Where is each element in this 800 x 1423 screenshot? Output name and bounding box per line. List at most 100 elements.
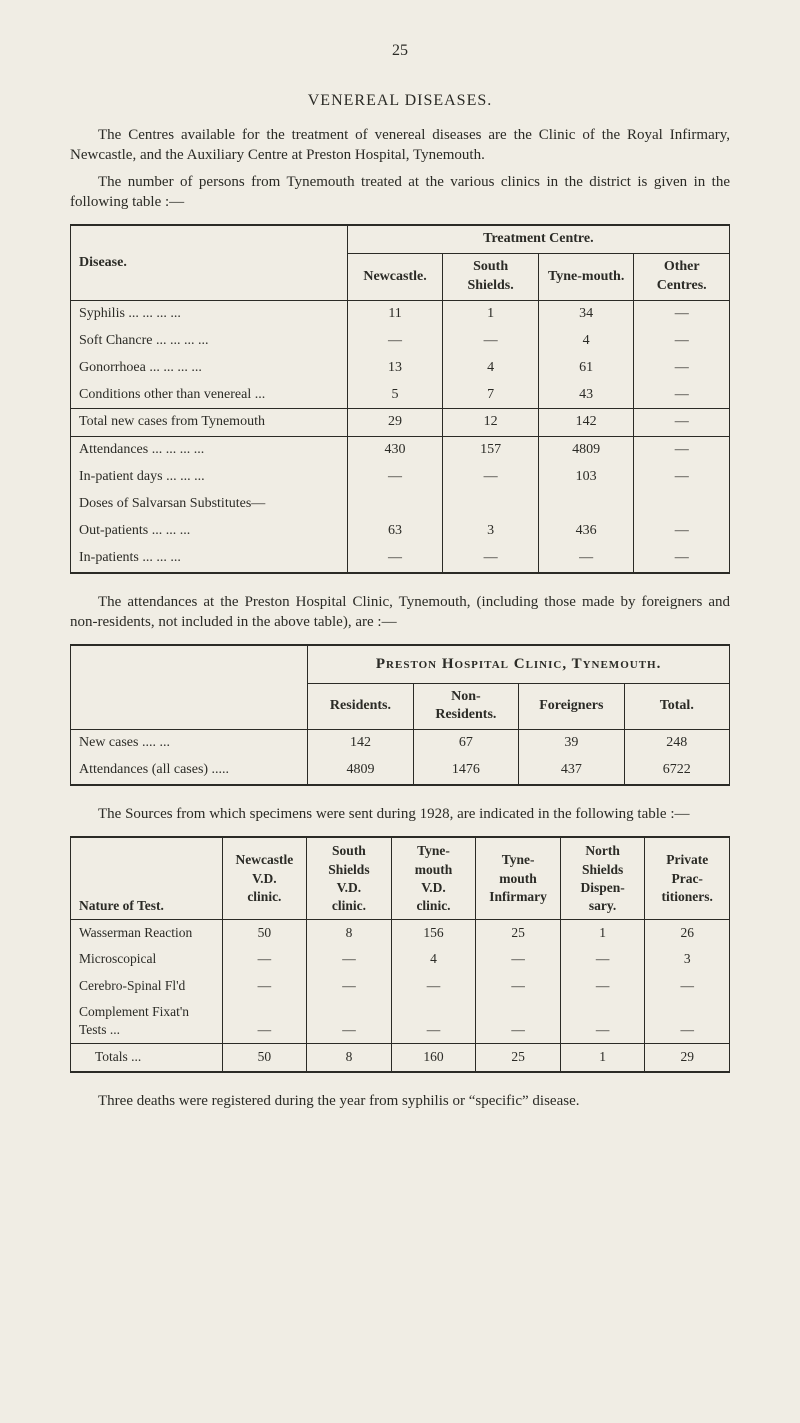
cell-label: Complement Fixat'n Tests ... [71, 999, 223, 1044]
cell-label: Syphilis ... ... ... ... [71, 300, 348, 327]
cell-label: Total new cases from Tynemouth [71, 409, 348, 437]
cell: — [634, 437, 730, 464]
cell: — [347, 545, 443, 573]
table-row: Microscopical — — 4 — — 3 [71, 946, 730, 972]
cell: — [645, 999, 730, 1044]
cell: 61 [538, 355, 634, 382]
col-treatment-centre: Treatment Centre. [347, 225, 729, 253]
cell-label: In-patients ... ... ... [71, 545, 348, 573]
table-row-total: Total new cases from Tynemouth 29 12 142… [71, 409, 730, 437]
cell [634, 491, 730, 518]
cell: 142 [538, 409, 634, 437]
cell-label: Soft Chancre ... ... ... ... [71, 328, 348, 355]
table-row: In-patient days ... ... ... — — 103 — [71, 464, 730, 491]
table-row: Conditions other than venereal ... 5 7 4… [71, 382, 730, 409]
section-heading: VENEREAL DISEASES. [70, 90, 730, 112]
cell: 248 [624, 730, 729, 757]
cell: — [634, 355, 730, 382]
cell: — [476, 946, 561, 972]
cell-label: In-patient days ... ... ... [71, 464, 348, 491]
cell: 160 [391, 1044, 476, 1072]
blank-header [71, 645, 308, 730]
cell: — [560, 973, 645, 999]
cell [347, 491, 443, 518]
cell: 50 [222, 920, 307, 947]
table-row: Attendances ... ... ... ... 430 157 4809… [71, 437, 730, 464]
intro-para-1: The Centres available for the treatment … [70, 125, 730, 166]
closing-para: Three deaths were registered during the … [70, 1091, 730, 1111]
cell: 1 [560, 1044, 645, 1072]
cell: — [307, 946, 392, 972]
cell-label: Totals ... [71, 1044, 223, 1072]
cell: 63 [347, 518, 443, 545]
sources-table: Nature of Test. Newcastle V.D. clinic. S… [70, 836, 730, 1072]
cell: — [307, 999, 392, 1044]
cell-label: Doses of Salvarsan Substitutes— [71, 491, 348, 518]
table-row: New cases .... ... 142 67 39 248 [71, 730, 730, 757]
preston-title: Preston Hospital Clinic, Tynemouth. [308, 645, 730, 683]
cell: — [645, 973, 730, 999]
cell: 4809 [308, 757, 413, 785]
cell: — [222, 999, 307, 1044]
cell: 5 [347, 382, 443, 409]
page-number: 25 [70, 40, 730, 62]
preston-hospital-table: Preston Hospital Clinic, Tynemouth. Resi… [70, 644, 730, 786]
cell: 13 [347, 355, 443, 382]
cell: 4 [538, 328, 634, 355]
cell: — [391, 973, 476, 999]
cell: — [391, 999, 476, 1044]
cell: 430 [347, 437, 443, 464]
cell: — [560, 999, 645, 1044]
table-row-total: Totals ... 50 8 160 25 1 29 [71, 1044, 730, 1072]
table-row: Wasserman Reaction 50 8 156 25 1 26 [71, 920, 730, 947]
cell: 50 [222, 1044, 307, 1072]
col-tyne-vd: Tyne- mouth V.D. clinic. [391, 837, 476, 919]
cell: — [476, 973, 561, 999]
col-south-shields: South Shields. [443, 254, 539, 301]
col-newcastle: Newcastle V.D. clinic. [222, 837, 307, 919]
cell-label: Out-patients ... ... ... [71, 518, 348, 545]
table-row: Gonorrhoea ... ... ... ... 13 4 61 — [71, 355, 730, 382]
cell: — [222, 973, 307, 999]
table-row: Out-patients ... ... ... 63 3 436 — [71, 518, 730, 545]
col-newcastle: Newcastle. [347, 254, 443, 301]
intro-para-2: The number of persons from Tynemouth tre… [70, 172, 730, 213]
cell: — [443, 328, 539, 355]
cell [443, 491, 539, 518]
cell: 437 [519, 757, 624, 785]
cell-label: Cerebro-Spinal Fl'd [71, 973, 223, 999]
cell: 25 [476, 920, 561, 947]
cell: — [634, 409, 730, 437]
cell-label: Attendances (all cases) ..... [71, 757, 308, 785]
col-other: Other Centres. [634, 254, 730, 301]
cell-label: Gonorrhoea ... ... ... ... [71, 355, 348, 382]
cell: 67 [413, 730, 518, 757]
cell: — [560, 946, 645, 972]
cell: — [634, 300, 730, 327]
cell: 3 [443, 518, 539, 545]
cell: — [347, 328, 443, 355]
cell: 29 [347, 409, 443, 437]
cell: — [538, 545, 634, 573]
cell: 8 [307, 1044, 392, 1072]
para-attendances: The attendances at the Preston Hospital … [70, 592, 730, 633]
cell: — [347, 464, 443, 491]
cell: — [307, 973, 392, 999]
col-private: Private Prac- titioners. [645, 837, 730, 919]
cell: — [634, 464, 730, 491]
cell: 43 [538, 382, 634, 409]
col-nature: Nature of Test. [71, 837, 223, 919]
col-south: South Shields V.D. clinic. [307, 837, 392, 919]
cell: — [443, 545, 539, 573]
cell: — [634, 328, 730, 355]
col-disease: Disease. [71, 225, 348, 300]
cell [538, 491, 634, 518]
cell-label: Microscopical [71, 946, 223, 972]
cell: 4 [391, 946, 476, 972]
cell: 1 [443, 300, 539, 327]
cell: 103 [538, 464, 634, 491]
cell: 8 [307, 920, 392, 947]
cell: 25 [476, 1044, 561, 1072]
cell: 1 [560, 920, 645, 947]
cell: 6722 [624, 757, 729, 785]
